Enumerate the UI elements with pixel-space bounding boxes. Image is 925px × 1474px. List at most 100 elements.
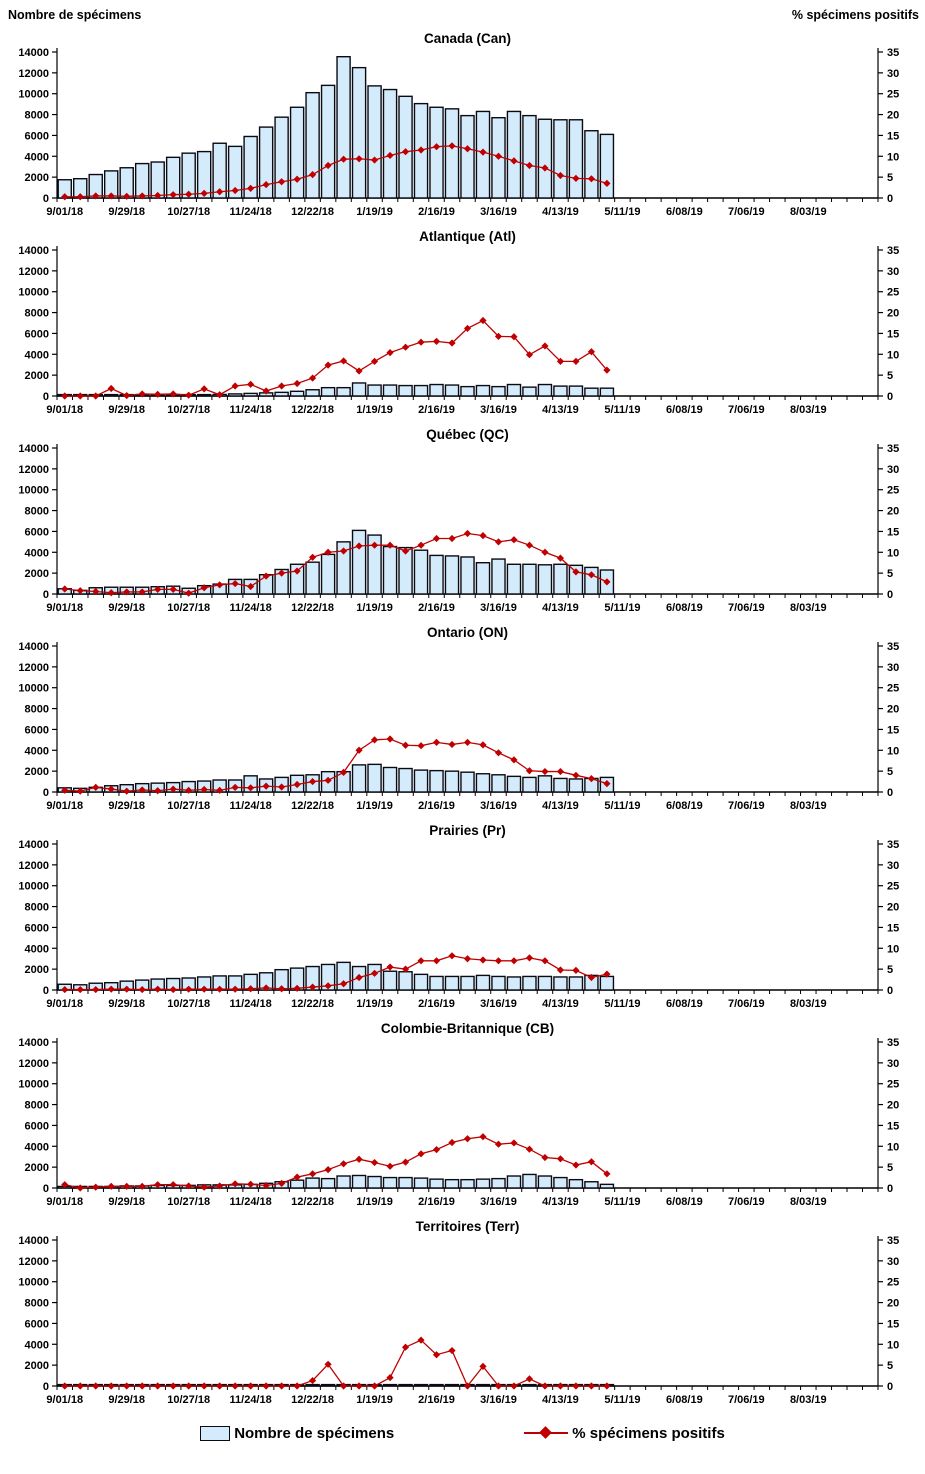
positivity-point	[61, 392, 69, 400]
x-axis-date-label: 9/01/18	[46, 998, 83, 1010]
chart-canada: Canada (Can) 0 2000 4000 6000 8000 10000 12000 1…	[18, 31, 899, 218]
positivity-point	[247, 380, 255, 388]
positivity-point	[107, 1382, 115, 1390]
left-axis-tick-label: 10000	[18, 89, 49, 101]
specimen-bar	[398, 95, 413, 199]
specimen-bar	[444, 770, 460, 793]
x-axis-date-label: 4/13/19	[542, 602, 579, 614]
positivity-point	[247, 184, 255, 193]
x-axis-date-label: 10/27/18	[167, 206, 210, 218]
x-axis-date-label: 9/29/18	[108, 602, 145, 614]
positivity-point	[417, 541, 425, 549]
right-axis-tick-label: 20	[887, 506, 899, 518]
specimen-bar	[351, 382, 367, 397]
right-axis-tick-label: 30	[887, 1058, 899, 1070]
right-axis-tick-label: 20	[887, 704, 899, 716]
x-axis-date-label: 7/06/19	[728, 1196, 765, 1208]
positivity-point	[401, 148, 410, 156]
specimen-bar	[537, 564, 553, 595]
chart-prairies: Prairies (Pr) 0 2000 4000 6000 8000 10000 12000…	[18, 823, 899, 1010]
positivity-point	[479, 316, 487, 325]
chart-atlantique: Atlantique (Atl) 0 2000 4000 6000 8000 10000 12…	[18, 229, 899, 416]
positivity-point	[92, 587, 100, 596]
x-axis-date-label: 9/29/18	[108, 998, 145, 1010]
specimen-bar	[413, 384, 429, 397]
positivity-point	[448, 952, 456, 960]
right-axis-tick-label: 10	[887, 745, 899, 757]
positivity-point	[463, 145, 472, 153]
x-axis-date-label: 10/27/18	[167, 404, 210, 416]
x-axis-date-label: 3/16/19	[480, 404, 517, 416]
positivity-point	[231, 1382, 239, 1390]
right-axis-tick-label: 10	[887, 349, 899, 361]
specimen-bar	[522, 1173, 537, 1189]
chart-panel-canada: Canada (Can) 0 2000 4000 6000 8000 10000 12000 1…	[0, 28, 925, 226]
right-axis-tick-label: 35	[887, 839, 899, 851]
left-axis-tick-label: 2000	[25, 766, 49, 778]
x-axis-date-label: 2/16/19	[418, 998, 455, 1010]
positivity-point	[355, 155, 363, 163]
left-axis-tick-label: 2000	[25, 172, 49, 184]
specimen-bar	[506, 775, 522, 793]
positivity-point	[556, 966, 565, 974]
left-axis-tick-label: 0	[43, 787, 49, 799]
x-axis-date-label: 2/16/19	[418, 602, 455, 614]
positivity-point	[370, 1158, 379, 1167]
specimen-bar	[429, 1178, 444, 1189]
specimen-bar	[537, 975, 553, 991]
positivity-point	[247, 1382, 255, 1390]
positivity-point	[231, 186, 239, 195]
left-axis-tick-label: 10000	[18, 683, 49, 695]
specimen-bar	[475, 384, 491, 397]
right-axis-tick-label: 35	[887, 47, 899, 59]
x-axis-date-label: 10/27/18	[167, 998, 210, 1010]
specimen-bar	[475, 1178, 491, 1189]
positivity-point	[510, 957, 518, 965]
positivity-point	[216, 985, 224, 993]
specimen-bar	[413, 973, 429, 991]
left-axis-tick-label: 12000	[18, 1058, 49, 1070]
x-axis-date-label: 9/29/18	[108, 404, 145, 416]
specimen-bar	[320, 84, 336, 199]
positivity-point	[556, 1382, 565, 1390]
specimen-bar	[227, 393, 243, 397]
positivity-point	[138, 1382, 146, 1390]
specimen-bar	[351, 529, 367, 595]
specimen-bar	[491, 1177, 506, 1189]
positivity-point	[138, 1182, 146, 1190]
left-axis-tick-label: 6000	[25, 130, 49, 142]
right-axis-tick-label: 0	[887, 1381, 893, 1393]
x-axis-date-label: 5/11/19	[604, 1196, 640, 1208]
positivity-point	[417, 1150, 425, 1158]
x-axis-date-label: 11/24/18	[230, 602, 272, 614]
right-axis-tick-label: 0	[887, 589, 893, 601]
left-axis-tick-label: 0	[43, 589, 49, 601]
x-axis-date-label: 12/22/18	[291, 206, 334, 218]
specimen-bar	[522, 776, 537, 793]
right-axis-tick-label: 15	[887, 922, 899, 934]
specimen-bar	[320, 1177, 336, 1189]
specimen-bar	[522, 563, 537, 595]
specimen-bar	[429, 1383, 444, 1387]
right-axis-tick-label: 25	[887, 881, 899, 893]
positivity-point	[262, 181, 270, 189]
specimen-bar	[336, 55, 351, 199]
right-axis-tick-label: 20	[887, 1298, 899, 1310]
panel-title: Ontario (ON)	[427, 625, 508, 640]
positivity-point	[76, 587, 84, 595]
left-axis-tick-label: 2000	[25, 568, 49, 580]
left-axis-tick-label: 14000	[18, 641, 49, 653]
positivity-point	[262, 387, 270, 395]
right-axis-tick-label: 25	[887, 1277, 899, 1289]
specimen-bar	[460, 771, 475, 793]
x-axis-date-label: 5/11/19	[604, 206, 640, 218]
specimen-bar	[289, 106, 305, 199]
positivity-point	[200, 985, 208, 993]
left-axis-tick-label: 2000	[25, 1162, 49, 1174]
left-axis-tick-label: 14000	[18, 245, 49, 257]
specimen-bar	[429, 383, 444, 397]
positivity-point	[278, 1179, 286, 1188]
x-axis-date-label: 6/08/19	[666, 1196, 703, 1208]
positivity-point	[386, 349, 394, 357]
left-axis-tick-label: 2000	[25, 964, 49, 976]
